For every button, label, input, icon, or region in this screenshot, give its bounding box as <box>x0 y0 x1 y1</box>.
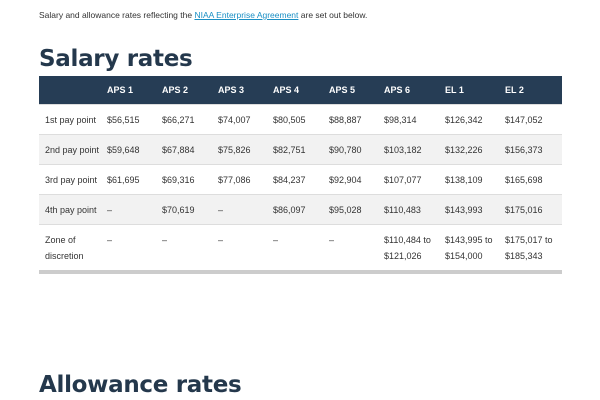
salary-cell: $80,505 <box>267 104 323 135</box>
salary-cell: $143,995 to $154,000 <box>439 224 499 272</box>
salary-cell: $66,271 <box>156 104 212 135</box>
salary-cell: $156,373 <box>499 134 562 165</box>
salary-cell: $132,226 <box>439 134 499 165</box>
table-row: 3rd pay point $61,695 $69,316 $77,086 $84,23… <box>39 164 562 195</box>
salary-cell: – <box>101 194 156 225</box>
intro-text: Salary and allowance rates reflecting th… <box>39 10 367 20</box>
salary-cell: $110,484 to $121,026 <box>378 224 439 272</box>
salary-cell: $77,086 <box>212 164 267 195</box>
table-row: 4th pay point – $70,619– $86,097 $95,028 $110… <box>39 194 562 225</box>
salary-cell: $56,515 <box>101 104 156 135</box>
column-header: APS 6 <box>378 76 439 105</box>
salary-table: APS 1 APS 2 APS 3 APS 4 APS 5 APS 6 EL 1 EL 2 1… <box>39 76 562 274</box>
salary-cell: $143,993 <box>439 194 499 225</box>
salary-cell: $70,619 <box>156 194 212 225</box>
row-label: 2nd pay point <box>39 134 101 165</box>
column-header: APS 5 <box>323 76 378 105</box>
salary-cell: $138,109 <box>439 164 499 195</box>
salary-cell: – <box>212 194 267 225</box>
salary-cell: $59,648 <box>101 134 156 165</box>
salary-cell: $107,077 <box>378 164 439 195</box>
salary-cell: $69,316 <box>156 164 212 195</box>
salary-cell: $98,314 <box>378 104 439 135</box>
salary-cell: $90,780 <box>323 134 378 165</box>
salary-cell: $75,826 <box>212 134 267 165</box>
table-row: Zone of discretion – – – – – $110,484 to $121,… <box>39 224 562 272</box>
column-header: APS 1 <box>101 76 156 105</box>
salary-cell: $175,017 to $185,343 <box>499 224 562 272</box>
salary-cell: $67,884 <box>156 134 212 165</box>
salary-cell: $165,698 <box>499 164 562 195</box>
row-label: 1st pay point <box>39 104 101 135</box>
column-header <box>39 76 101 105</box>
salary-cell: $82,751 <box>267 134 323 165</box>
column-header: APS 2 <box>156 76 212 105</box>
salary-cell: $88,887 <box>323 104 378 135</box>
table-header-row: APS 1 APS 2 APS 3 APS 4 APS 5 APS 6 EL 1 EL 2 <box>39 76 562 105</box>
salary-cell: $92,904 <box>323 164 378 195</box>
salary-cell: – <box>267 224 323 272</box>
column-header: EL 1 <box>439 76 499 105</box>
row-label: 4th pay point <box>39 194 101 225</box>
table-row: 1st pay point $56,515 $66,271 $74,007 $80,50… <box>39 104 562 135</box>
salary-cell: $175,016 <box>499 194 562 225</box>
salary-cell: $74,007 <box>212 104 267 135</box>
salary-cell: – <box>156 224 212 272</box>
intro-after: are set out below. <box>298 10 368 20</box>
salary-cell: – <box>323 224 378 272</box>
enterprise-agreement-link[interactable]: NIAA Enterprise Agreement <box>194 10 299 20</box>
row-label: Zone of discretion <box>39 224 101 272</box>
salary-cell: $86,097 <box>267 194 323 225</box>
column-header: APS 4 <box>267 76 323 105</box>
salary-rates-heading: Salary rates <box>39 46 193 72</box>
salary-cell: $126,342 <box>439 104 499 135</box>
salary-cell: $147,052 <box>499 104 562 135</box>
salary-cell: $61,695 <box>101 164 156 195</box>
column-header: APS 3 <box>212 76 267 105</box>
salary-cell: – <box>212 224 267 272</box>
salary-cell: $103,182 <box>378 134 439 165</box>
row-label: 3rd pay point <box>39 164 101 195</box>
salary-cell: $95,028 <box>323 194 378 225</box>
salary-cell: – <box>101 224 156 272</box>
intro-before: Salary and allowance rates reflecting th… <box>39 10 195 20</box>
allowance-rates-heading: Allowance rates <box>39 372 242 398</box>
table-row: 2nd pay point $59,648 $67,884 $75,826 $82,75… <box>39 134 562 165</box>
salary-cell: $110,483 <box>378 194 439 225</box>
column-header: EL 2 <box>499 76 562 105</box>
salary-cell: $84,237 <box>267 164 323 195</box>
